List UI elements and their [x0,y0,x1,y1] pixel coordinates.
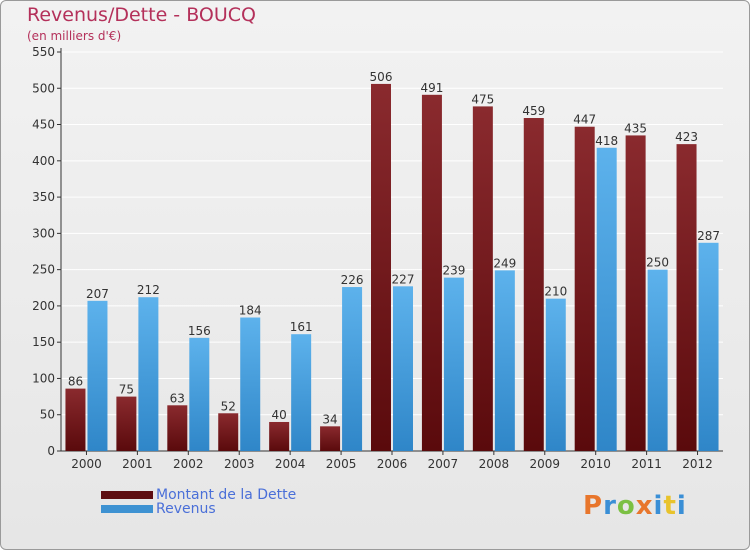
y-tick-label: 450 [32,118,55,132]
x-tick-label: 2004 [275,457,306,471]
data-label-dette: 475 [471,92,494,106]
x-tick-label: 2010 [580,457,611,471]
bar-dette [218,413,239,451]
bar-revenus [545,298,566,451]
bar-dette [167,405,188,451]
bar-revenus [291,334,312,451]
bar-dette [421,94,442,451]
y-tick-label: 250 [32,263,55,277]
legend-swatch-revenus [101,505,153,513]
x-tick-label: 2012 [682,457,713,471]
logo-letter: r [603,491,617,521]
logo-letter: t [663,491,677,521]
y-tick-label: 350 [32,190,55,204]
x-tick-label: 2002 [173,457,204,471]
legend-label-revenus: Revenus [156,501,216,517]
bar-revenus [596,147,617,451]
data-label-dette: 459 [522,104,545,118]
data-label-revenus: 227 [392,272,415,286]
bar-revenus [494,270,515,451]
bar-revenus [443,277,464,451]
x-tick-label: 2001 [122,457,153,471]
data-label-revenus: 210 [544,285,567,299]
bar-dette [269,421,290,451]
y-tick-label: 0 [47,444,55,458]
bar-dette [116,396,137,451]
data-label-dette: 86 [68,375,83,389]
data-label-dette: 52 [221,399,236,413]
data-label-revenus: 287 [697,229,720,243]
x-tick-label: 2011 [631,457,662,471]
data-label-dette: 435 [624,121,647,135]
data-label-revenus: 207 [86,287,109,301]
bar-revenus [87,300,108,451]
bar-revenus [189,337,210,451]
legend-label-dette: Montant de la Dette [156,487,297,503]
data-label-revenus: 249 [493,256,516,270]
logo-letter: i [653,491,664,521]
y-tick-label: 150 [32,335,55,349]
chart-title: Revenus/Dette - BOUCQ [27,4,256,26]
x-tick-label: 2005 [326,457,357,471]
data-label-dette: 447 [573,113,596,127]
data-label-dette: 63 [170,391,185,405]
data-label-revenus: 226 [341,273,364,287]
data-label-revenus: 156 [188,324,211,338]
bar-dette [472,106,493,451]
y-tick-label: 200 [32,299,55,313]
logo-letter: i [676,491,687,521]
data-label-dette: 34 [322,412,337,426]
data-label-dette: 75 [119,383,134,397]
data-label-revenus: 250 [646,256,669,270]
bar-dette [523,118,544,452]
bar-dette [574,126,595,452]
x-tick-label: 2006 [377,457,408,471]
y-tick-label: 400 [32,154,55,168]
x-tick-label: 2009 [529,457,560,471]
data-label-revenus: 184 [239,304,262,318]
bar-dette [65,388,86,451]
data-label-dette: 423 [675,130,698,144]
chart-subtitle: (en milliers d'€) [27,29,122,43]
x-tick-label: 2000 [71,457,102,471]
data-label-revenus: 161 [290,320,313,334]
legend-item-revenus: Revenus [101,501,216,517]
x-tick-label: 2003 [224,457,255,471]
bar-revenus [647,269,668,451]
data-label-revenus: 212 [137,283,160,297]
y-tick-label: 100 [32,371,55,385]
bar-dette [625,135,646,451]
legend-item-dette: Montant de la Dette [101,487,296,503]
data-label-revenus: 418 [595,134,618,148]
bar-revenus [240,317,261,451]
bar-revenus [138,297,159,451]
data-label-dette: 40 [272,408,287,422]
y-tick-label: 300 [32,226,55,240]
bar-dette [676,144,697,451]
logo-letter: o [616,491,636,521]
bar-revenus [342,287,363,451]
bar-revenus [393,286,413,451]
logo-letter: x [635,491,654,521]
x-tick-label: 2008 [479,457,510,471]
legend-swatch-dette [101,491,153,499]
y-tick-label: 500 [32,81,55,95]
bar-dette [320,426,341,451]
bar-dette [371,83,391,452]
logo-letter: P [583,491,604,521]
proxiti-logo: Proxiti [583,491,687,521]
y-tick-label: 50 [40,408,55,422]
y-tick-label: 550 [32,45,55,59]
data-label-dette: 506 [370,70,393,84]
bar-revenus [698,242,719,451]
x-tick-label: 2007 [428,457,459,471]
data-label-revenus: 239 [442,264,465,278]
data-label-dette: 491 [420,81,443,95]
